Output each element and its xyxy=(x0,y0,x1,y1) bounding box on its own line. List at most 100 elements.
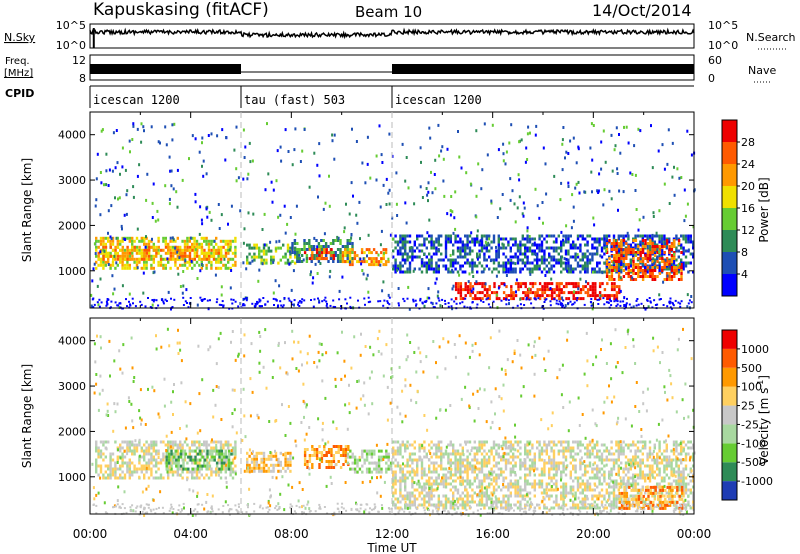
range-cell xyxy=(500,473,503,477)
range-cell xyxy=(144,245,147,249)
range-cell xyxy=(526,452,529,456)
range-cell xyxy=(419,146,422,150)
range-cell xyxy=(147,446,151,450)
range-cell xyxy=(183,245,187,249)
range-cell xyxy=(664,242,667,246)
range-cell xyxy=(203,440,206,444)
range-cell xyxy=(507,240,510,244)
range-cell xyxy=(495,464,498,468)
range-cell xyxy=(575,182,578,186)
range-cell xyxy=(183,440,187,444)
date-label: 14/Oct/2014 xyxy=(592,1,692,20)
range-cell xyxy=(688,299,691,302)
range-cell xyxy=(332,239,335,242)
range-cell xyxy=(109,239,112,243)
range-cell xyxy=(509,246,512,250)
range-cell xyxy=(514,482,517,486)
range-cell xyxy=(428,464,431,468)
range-cell xyxy=(262,258,266,262)
range-cell xyxy=(620,257,623,260)
range-cell xyxy=(339,254,342,257)
range-cell xyxy=(531,291,535,295)
range-cell xyxy=(169,443,172,447)
range-cell xyxy=(291,260,294,263)
range-cell xyxy=(377,458,381,462)
range-cell xyxy=(114,476,117,480)
range-cell xyxy=(253,454,256,458)
range-cell xyxy=(198,263,201,267)
range-cell xyxy=(440,464,443,468)
range-cell xyxy=(275,299,278,302)
range-cell xyxy=(258,298,261,301)
range-cell xyxy=(492,443,496,447)
range-cell xyxy=(315,448,319,451)
range-cell xyxy=(365,467,369,471)
range-cell xyxy=(408,270,412,274)
range-cell xyxy=(509,198,512,202)
range-cell xyxy=(121,470,124,474)
range-cell xyxy=(344,445,348,448)
range-cell xyxy=(201,455,204,459)
range-cell xyxy=(223,455,226,459)
range-cell xyxy=(549,287,552,290)
range-cell xyxy=(496,216,499,219)
range-cell xyxy=(507,299,510,302)
range-cell xyxy=(103,183,105,187)
range-cell xyxy=(555,461,558,465)
range-cell xyxy=(195,470,199,474)
range-cell xyxy=(461,500,464,504)
range-cell xyxy=(270,180,273,184)
range-cell xyxy=(490,482,493,486)
range-cell xyxy=(483,503,486,507)
range-cell xyxy=(485,440,488,444)
range-cell xyxy=(435,261,438,265)
range-cell xyxy=(320,251,324,255)
range-cell xyxy=(579,258,582,262)
range-cell xyxy=(138,458,141,462)
range-cell xyxy=(533,267,536,271)
range-cell xyxy=(364,303,366,306)
range-cell xyxy=(447,461,450,465)
range-cell xyxy=(449,473,452,477)
range-cell xyxy=(634,246,637,250)
velocity-data xyxy=(91,327,696,517)
range-cell xyxy=(420,461,424,465)
range-cell xyxy=(181,470,184,474)
range-cell xyxy=(512,467,515,471)
range-cell xyxy=(456,449,460,453)
range-cell xyxy=(377,300,380,303)
range-cell xyxy=(160,298,163,301)
range-cell xyxy=(351,260,354,264)
range-cell xyxy=(97,452,100,456)
range-cell xyxy=(394,473,397,477)
range-cell xyxy=(476,458,479,462)
range-cell xyxy=(196,277,199,280)
range-cell xyxy=(339,445,343,448)
range-cell xyxy=(191,449,195,453)
range-cell xyxy=(509,485,512,489)
range-cell xyxy=(231,302,234,305)
range-cell xyxy=(208,458,212,462)
range-cell xyxy=(162,440,165,444)
range-cell xyxy=(210,251,213,255)
range-cell xyxy=(399,485,402,489)
range-cell xyxy=(497,476,500,480)
range-cell xyxy=(459,494,462,498)
range-cell xyxy=(480,446,484,450)
range-cell xyxy=(680,266,683,269)
range-cell xyxy=(176,245,179,249)
range-cell xyxy=(555,282,559,286)
range-cell xyxy=(262,457,266,461)
range-cell xyxy=(380,455,383,459)
range-cell xyxy=(573,290,576,294)
range-cell xyxy=(147,461,151,465)
range-cell xyxy=(461,249,464,253)
range-cell xyxy=(218,467,221,471)
range-cell xyxy=(550,440,553,444)
range-cell xyxy=(447,470,450,474)
range-cell xyxy=(567,240,570,244)
range-cell xyxy=(618,285,621,289)
range-cell xyxy=(116,455,119,459)
range-cell xyxy=(567,185,570,188)
range-cell xyxy=(474,294,477,298)
